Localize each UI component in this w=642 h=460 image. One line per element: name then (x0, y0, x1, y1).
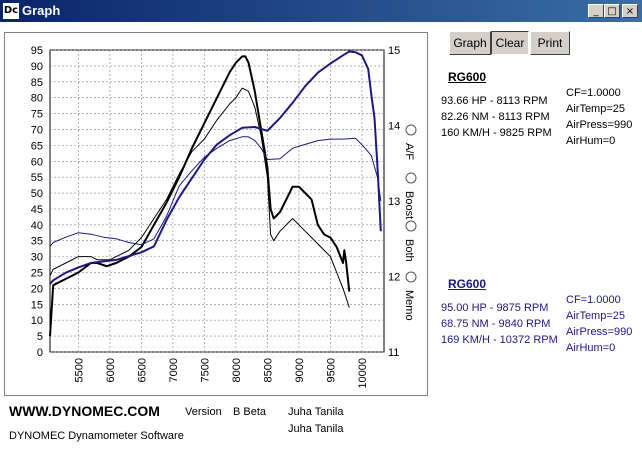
x-tick-label: 6000 (105, 358, 117, 382)
print-button[interactable]: Print (530, 31, 570, 55)
run1-hp: 93.66 HP - 8113 RPM (441, 95, 548, 107)
y-right-tick-label: 14 (388, 121, 400, 133)
y-left-tick-label: 65 (31, 140, 43, 152)
clear-button[interactable]: Clear (491, 31, 529, 55)
run1-title[interactable]: RG600 (448, 70, 487, 84)
y-left-tick-label: 5 (37, 331, 43, 343)
y-left-tick-label: 25 (31, 268, 43, 280)
option-label: A/F (403, 143, 415, 160)
run2-hp: 95.00 HP - 9875 RPM (441, 302, 549, 314)
option-label: Memo (403, 290, 415, 321)
plot-border (49, 49, 385, 353)
author-2: Juha Tanila (288, 423, 344, 435)
run2-cf: CF=1.0000 (566, 294, 621, 306)
run1-results: 93.66 HP - 8113 RPM 82.26 NM - 8113 RPM … (441, 93, 552, 141)
y-left-tick-label: 35 (31, 236, 43, 248)
option-memo[interactable]: Memo (403, 271, 417, 321)
y-left-tick-label: 80 (31, 93, 43, 105)
run1-kmh: 160 KM/H - 9825 RPM (441, 127, 552, 139)
maximize-button[interactable]: □ (604, 4, 620, 18)
option-label: Boost (403, 191, 415, 219)
y-left-tick-label: 10 (31, 315, 43, 327)
y-left-tick-label: 95 (31, 45, 43, 57)
y-right-tick-label: 15 (388, 45, 400, 57)
run2-airtemp: AirTemp=25 (566, 310, 626, 322)
run1-airpress: AirPress=990 (566, 119, 633, 131)
run2-conditions: CF=1.0000 AirTemp=25 AirPress=990 AirHum… (566, 292, 632, 356)
option-both[interactable]: Both (403, 220, 417, 262)
radio-button (405, 172, 417, 184)
y-right-ticks: 11 12 13 14 15 (388, 45, 400, 359)
y-left-tick-label: 50 (31, 188, 43, 200)
run1-conditions: CF=1.0000 AirTemp=25 AirPress=990 AirHum… (566, 85, 632, 149)
author-1: Juha Tanila (288, 406, 344, 418)
window-title: Graph (22, 3, 61, 18)
close-button[interactable]: × (622, 4, 638, 18)
y-left-tick-label: 40 (31, 220, 43, 232)
y-right-tick-label: 11 (388, 347, 399, 359)
option-af[interactable]: A/F (403, 124, 417, 160)
x-tick-label: 7000 (168, 358, 180, 382)
radio-button (405, 220, 417, 232)
series-line-2 (49, 87, 350, 308)
x-tick-label: 5500 (73, 358, 85, 382)
graph-button[interactable]: Graph (449, 31, 491, 55)
x-tick-label: 6500 (136, 358, 148, 382)
run1-airhum: AirHum=0 (566, 135, 616, 147)
chart-options: A/F Boost Both Memo (403, 124, 417, 321)
x-tick-label: 8000 (231, 358, 243, 382)
series-lines (49, 50, 382, 337)
dyno-chart: 0 5 10 15 20 25 30 35 40 45 50 55 60 65 70 75 80 85 90 95 1… (31, 45, 417, 389)
run2-airhum: AirHum=0 (566, 342, 616, 354)
run1-airtemp: AirTemp=25 (566, 103, 626, 115)
run1-nm: 82.26 NM - 8113 RPM (441, 111, 550, 123)
y-left-tick-label: 20 (31, 283, 43, 295)
y-left-tick-label: 0 (37, 347, 43, 359)
y-right-tick-label: 12 (388, 272, 400, 284)
product-name: DYNOMEC Dynamometer Software (9, 430, 184, 442)
version-value: B Beta (233, 406, 267, 418)
y-left-tick-label: 30 (31, 252, 43, 264)
series-line-4 (49, 136, 382, 247)
x-ticks: 5500 6000 6500 7000 7500 8000 8500 9000 9500 1000… (73, 358, 369, 389)
minimize-button[interactable]: _ (588, 4, 604, 18)
x-tick-label: 9500 (325, 358, 337, 382)
y-left-tick-label: 90 (31, 61, 43, 73)
option-label: Both (403, 239, 415, 262)
run2-nm: 68.75 NM - 9840 RPM (441, 318, 551, 330)
x-tick-label: 8500 (262, 358, 274, 382)
run2-airpress: AirPress=990 (566, 326, 633, 338)
x-tick-label: 9000 (294, 358, 306, 382)
radio-button (405, 124, 417, 136)
y-right-tick-label: 13 (388, 196, 400, 208)
option-boost[interactable]: Boost (403, 172, 417, 219)
y-left-tick-label: 85 (31, 77, 43, 89)
y-left-tick-label: 70 (31, 124, 43, 136)
brand-url: WWW.DYNOMEC.COM (9, 403, 160, 419)
run2-kmh: 169 KM/H - 10372 RPM (441, 334, 558, 346)
series-line-3 (49, 50, 382, 285)
version-label: Version (185, 406, 222, 418)
y-left-tick-label: 60 (31, 156, 43, 168)
run2-title[interactable]: RG600 (448, 277, 487, 291)
run1-cf: CF=1.0000 (566, 87, 621, 99)
series-line-1 (49, 55, 351, 337)
dyno-graph: 0 5 10 15 20 25 30 35 40 45 50 55 60 65 70 75 80 85 90 95 1… (4, 32, 428, 396)
y-left-tick-label: 15 (31, 299, 43, 311)
y-left-tick-label: 55 (31, 172, 43, 184)
radio-button (405, 271, 417, 283)
y-left-ticks: 0 5 10 15 20 25 30 35 40 45 50 55 60 65 70 75 80 85 90 95 (31, 45, 43, 359)
run2-results: 95.00 HP - 9875 RPM 68.75 NM - 9840 RPM … (441, 300, 558, 348)
x-tick-label: 10000 (357, 358, 369, 389)
x-tick-label: 7500 (199, 358, 211, 382)
y-left-tick-label: 45 (31, 204, 43, 216)
title-bar[interactable]: Dc Graph _ □ × (0, 0, 642, 22)
chart-grid (49, 49, 385, 353)
y-left-tick-label: 75 (31, 109, 43, 121)
app-icon[interactable]: Dc (3, 3, 19, 19)
